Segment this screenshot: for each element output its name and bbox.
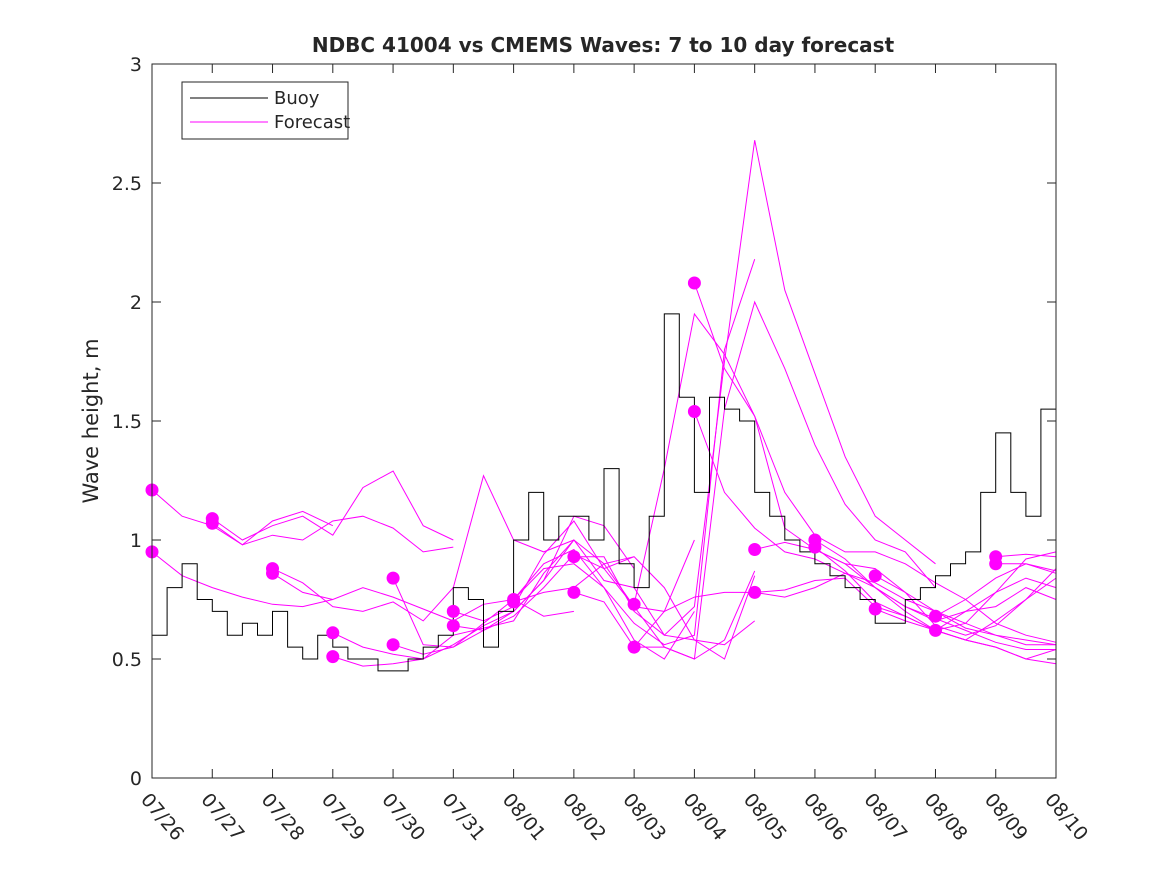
- buoy-line: [152, 313, 1056, 672]
- forecast-line-25: [874, 568, 1057, 636]
- forecast-line-4: [212, 515, 454, 553]
- forecast-start-marker: [868, 569, 882, 583]
- y-tick-label: 0.5: [112, 649, 142, 671]
- legend-forecast-label: Forecast: [274, 112, 350, 133]
- forecast-line-17: [633, 312, 1057, 643]
- forecast-start-marker: [748, 543, 762, 556]
- forecast-line-30: [995, 563, 1057, 572]
- forecast-start-marker: [446, 604, 460, 618]
- forecast-start-marker: [205, 516, 219, 530]
- forecast-line-19: [693, 282, 1057, 646]
- forecast-start-marker: [326, 626, 340, 640]
- forecast-start-marker: [748, 585, 762, 599]
- forecast-line-28: [935, 577, 1057, 631]
- y-tick-label: 1.5: [112, 411, 142, 433]
- forecast-line-3: [212, 470, 454, 541]
- legend-buoy-label: Buoy: [274, 88, 320, 109]
- forecast-line-5: [272, 474, 575, 622]
- forecast-start-marker: [567, 585, 581, 599]
- y-tick-label: 1: [130, 530, 142, 552]
- forecast-start-marker: [687, 276, 701, 290]
- forecast-start-marker: [507, 595, 521, 609]
- forecast-line-9: [392, 539, 695, 648]
- forecast-start-marker: [687, 405, 701, 418]
- forecast-start-marker: [627, 640, 641, 654]
- forecast-start-marker: [266, 566, 279, 580]
- forecast-start-marker: [929, 609, 942, 623]
- y-tick-label: 2: [130, 292, 142, 314]
- forecast-start-marker: [326, 650, 340, 664]
- forecast-start-marker: [929, 623, 942, 637]
- forecast-line-10: [392, 548, 695, 660]
- forecast-line-12: [453, 539, 756, 660]
- legend: Buoy Forecast: [181, 81, 350, 140]
- chart-title: NDBC 41004 vs CMEMS Waves: 7 to 10 day f…: [312, 33, 895, 57]
- legend-box: [181, 81, 349, 140]
- forecast-start-marker: [627, 597, 641, 611]
- forecast-start-marker: [567, 550, 581, 564]
- y-tick-label: 2.5: [112, 173, 142, 195]
- forecast-start-marker: [868, 602, 882, 616]
- forecast-start-marker: [808, 540, 822, 554]
- plot-area: [145, 140, 1057, 672]
- y-tick-label: 0: [130, 768, 142, 790]
- forecast-line-27: [935, 563, 1057, 617]
- forecast-start-marker: [989, 557, 1003, 571]
- forecast-line-15: [573, 140, 936, 636]
- forecast-start-marker: [386, 571, 400, 585]
- forecast-line-29: [995, 553, 1057, 558]
- y-tick-label: 3: [130, 54, 142, 76]
- y-axis-label: Wave height, m: [79, 338, 103, 503]
- forecast-start-marker: [386, 638, 400, 652]
- forecast-start-marker: [446, 619, 460, 633]
